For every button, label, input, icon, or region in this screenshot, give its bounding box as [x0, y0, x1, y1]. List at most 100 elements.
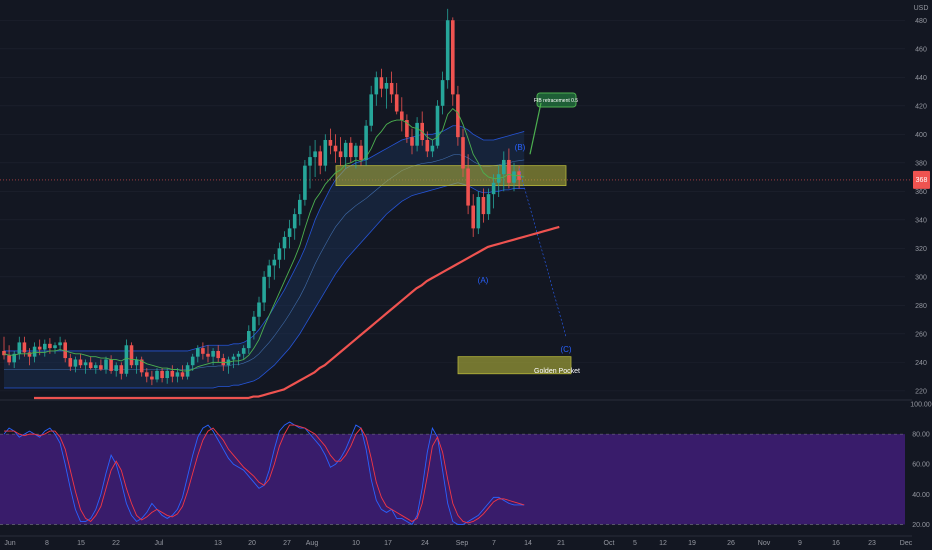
candle-body: [359, 145, 363, 160]
time-tick-label: 15: [77, 540, 85, 547]
candle-body: [48, 343, 52, 349]
stoch-series-1: [4, 424, 525, 524]
candle-body: [145, 372, 149, 377]
time-tick-label: 7: [492, 540, 496, 547]
candle-body: [104, 359, 108, 370]
candle-body: [7, 355, 11, 363]
time-tick-label: 12: [659, 540, 667, 547]
candle-body: [349, 142, 353, 158]
candle-body: [231, 356, 236, 360]
price-tick-label: 360: [915, 189, 927, 196]
price-axis[interactable]: 220 240 260 280 300 320 340 360 380 400 420 440 460 4…: [913, 18, 930, 396]
candle-body: [445, 20, 450, 81]
time-tick-label: 27: [283, 540, 291, 547]
candle-body: [369, 94, 373, 126]
candle-body: [405, 120, 409, 138]
candle-body: [58, 342, 62, 346]
golden-pocket-zone: [457, 356, 572, 375]
time-tick-label: 23: [868, 540, 876, 547]
candle-body: [410, 137, 414, 146]
candle-body: [287, 228, 292, 237]
time-tick-label: Jun: [4, 540, 15, 547]
candle-body: [88, 362, 93, 369]
time-tick-label: 5: [633, 540, 637, 547]
price-tick-label: 480: [915, 18, 927, 25]
price-tick-label: 460: [915, 46, 927, 53]
candle-body: [486, 194, 491, 215]
candle-body: [99, 365, 103, 370]
fib-label: FIB retracement 0.5: [534, 98, 578, 104]
candle-body: [221, 358, 226, 366]
price-tick-label: 440: [915, 75, 927, 82]
ema-fast-line: [3, 108, 525, 372]
time-tick-label: 10: [352, 540, 360, 547]
candle-body: [114, 365, 118, 371]
candle-body: [262, 276, 266, 303]
candle-body: [139, 359, 144, 373]
candle-body: [425, 139, 430, 152]
oscillator-panel: 20.00 40.00 60.00 80.00 100.00: [0, 399, 932, 529]
price-tick-label: 340: [915, 217, 927, 224]
time-tick-label: 26: [727, 540, 735, 547]
candle-body: [277, 248, 282, 260]
time-tick-label: 24: [421, 540, 429, 547]
candle-body: [384, 82, 389, 89]
candle-body: [63, 342, 67, 359]
candle-body: [328, 139, 333, 146]
time-tick-label: 14: [524, 540, 532, 547]
time-tick-label: Dec: [900, 540, 913, 547]
ema-slow-line: [34, 225, 560, 400]
time-tick-label: Oct: [604, 540, 615, 547]
time-tick-label: Sep: [456, 540, 469, 547]
time-tick-label: 9: [798, 540, 802, 547]
candle-body: [17, 342, 22, 354]
candle-body: [476, 197, 481, 229]
candle-body: [236, 353, 241, 357]
time-tick-label: Jul: [155, 540, 164, 547]
fib-label-box[interactable]: [536, 92, 577, 108]
time-axis[interactable]: Jun 8 15 22 Jul 13 20 27 Aug 10 17 24 Sep 7 14 21 Oct 5 12…: [0, 535, 913, 547]
band-fill: [4, 125, 525, 389]
time-tick-label: 13: [214, 540, 222, 547]
candle-body: [272, 259, 277, 266]
time-tick-label: 17: [384, 540, 392, 547]
candle-body: [466, 168, 470, 206]
wave-b-label: (B): [515, 143, 526, 152]
candle-body: [461, 137, 465, 169]
candle-body: [196, 348, 200, 357]
osc-tick-label: 60.00: [912, 462, 930, 469]
time-tick-label: 21: [557, 540, 565, 547]
candle-body: [502, 159, 506, 175]
fib-connector: [529, 102, 542, 155]
candle-body: [94, 365, 98, 369]
candle-body: [43, 343, 47, 350]
band-lower-line: [4, 182, 525, 389]
candle-body: [170, 370, 175, 377]
candle-body: [119, 365, 124, 374]
candle-body: [12, 353, 16, 363]
candle-body: [323, 139, 328, 166]
candle-body: [68, 358, 73, 367]
moving-averages: [3, 108, 560, 400]
candle-body: [435, 105, 440, 146]
last-price-text: 368: [916, 177, 928, 184]
candle-body: [333, 145, 338, 152]
price-tick-label: 220: [915, 388, 927, 395]
candle-body: [394, 94, 399, 112]
price-tick-label: 380: [915, 160, 927, 167]
price-tick-label: 420: [915, 103, 927, 110]
candle-body: [456, 94, 460, 138]
candle-body: [247, 331, 251, 349]
candle-body: [129, 345, 134, 366]
price-tick-label: 400: [915, 132, 927, 139]
candle-body: [308, 157, 312, 166]
osc-tick-label: 80.00: [912, 432, 930, 439]
candle-body: [211, 350, 215, 357]
candle-body: [282, 236, 287, 249]
candle-body: [298, 199, 302, 215]
candle-body: [83, 362, 88, 366]
time-tick-label: 16: [832, 540, 840, 547]
candle-body: [440, 80, 445, 106]
candle-body: [2, 350, 6, 356]
